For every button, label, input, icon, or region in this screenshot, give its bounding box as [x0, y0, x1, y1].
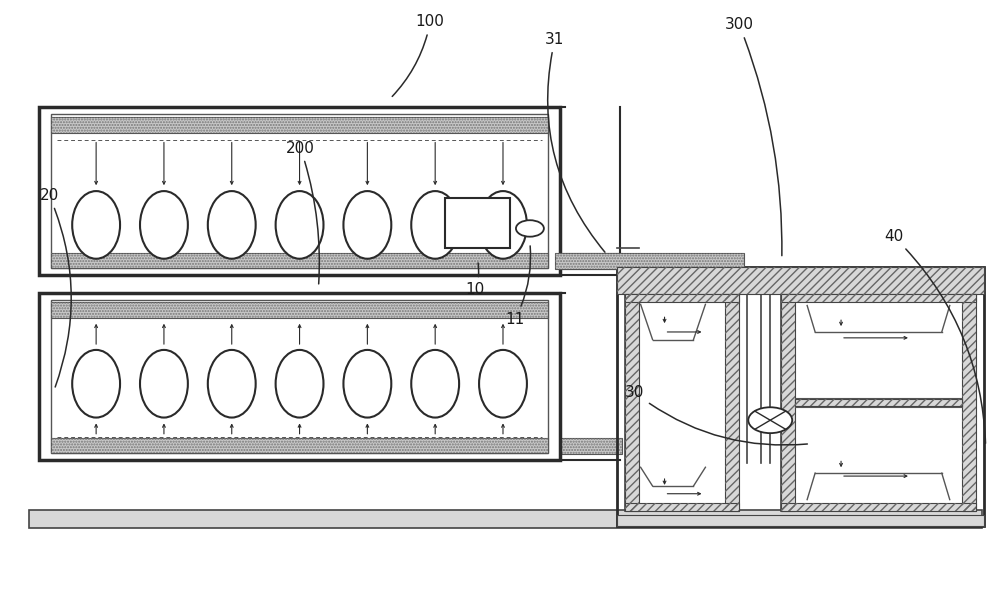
Bar [725, 294, 739, 511]
Bar [781, 294, 976, 511]
Bar [781, 294, 976, 302]
Bar [625, 294, 739, 302]
Ellipse shape [411, 350, 459, 418]
Bar [39, 293, 560, 460]
Bar [51, 253, 548, 268]
Ellipse shape [72, 191, 120, 259]
Bar [625, 294, 739, 511]
Ellipse shape [479, 350, 527, 418]
Bar [560, 253, 622, 269]
Bar [725, 294, 739, 511]
Ellipse shape [208, 350, 256, 418]
Ellipse shape [411, 191, 459, 259]
Ellipse shape [72, 350, 120, 418]
Text: 31: 31 [545, 32, 605, 252]
Ellipse shape [343, 191, 391, 259]
Ellipse shape [276, 350, 323, 418]
Bar [39, 108, 560, 275]
Text: 300: 300 [725, 17, 782, 256]
Bar [625, 294, 739, 302]
Bar [617, 267, 984, 526]
Bar [962, 294, 976, 511]
Bar [962, 294, 976, 511]
Bar [781, 503, 976, 511]
Text: 20: 20 [40, 188, 71, 387]
Ellipse shape [140, 191, 188, 259]
Bar [51, 302, 548, 319]
Bar [555, 253, 744, 269]
Bar [625, 503, 739, 511]
Bar [555, 253, 744, 269]
Ellipse shape [140, 350, 188, 418]
Bar [51, 253, 548, 268]
Bar [51, 114, 548, 268]
Bar [781, 294, 795, 511]
Ellipse shape [208, 191, 256, 259]
Bar [560, 253, 622, 269]
Text: 100: 100 [392, 14, 445, 96]
Bar [625, 503, 739, 511]
Bar [795, 399, 962, 406]
Bar [445, 199, 510, 248]
Text: 10: 10 [465, 263, 485, 297]
Bar [795, 399, 962, 406]
Bar [625, 294, 639, 511]
Bar [29, 510, 982, 528]
Bar [560, 439, 622, 454]
Circle shape [748, 407, 792, 433]
Bar [781, 294, 976, 302]
Text: 200: 200 [286, 141, 319, 284]
Bar [51, 300, 548, 453]
Bar [51, 439, 548, 453]
Bar [51, 116, 548, 133]
Bar [781, 294, 795, 511]
Text: 11: 11 [505, 246, 531, 327]
Bar [617, 267, 984, 294]
Bar [795, 398, 962, 407]
Bar [51, 116, 548, 133]
Bar [781, 503, 976, 511]
Bar [51, 302, 548, 319]
Circle shape [516, 220, 544, 236]
Ellipse shape [276, 191, 323, 259]
Text: 40: 40 [884, 229, 986, 443]
Bar [617, 515, 984, 526]
Text: 30: 30 [625, 385, 807, 445]
Bar [51, 439, 548, 453]
Ellipse shape [479, 191, 527, 259]
Ellipse shape [343, 350, 391, 418]
Bar [625, 294, 639, 511]
Bar [560, 439, 622, 454]
Bar [617, 267, 984, 294]
